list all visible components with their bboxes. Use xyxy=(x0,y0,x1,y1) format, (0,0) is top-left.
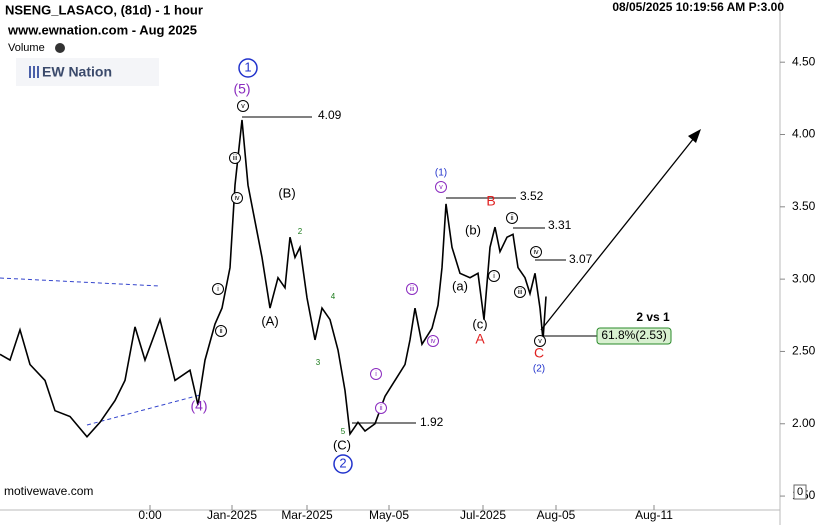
wave-label: 2 xyxy=(339,455,346,470)
wave-label: i xyxy=(375,371,377,378)
y-tick-label: 3.50 xyxy=(792,199,816,213)
wave-circle xyxy=(488,270,500,282)
logo-icon xyxy=(29,66,39,78)
wave-label: 3 xyxy=(316,358,321,367)
wave-label: iii xyxy=(410,286,415,293)
wave-circle xyxy=(375,402,387,414)
wave-label: (c) xyxy=(472,316,487,331)
wave-label: 2 xyxy=(298,227,303,236)
wave-circle xyxy=(534,335,546,347)
logo-text: EW Nation xyxy=(42,64,112,80)
y-tick-label: 2.50 xyxy=(792,344,816,358)
price-line xyxy=(0,119,547,439)
wave-label: 3.31 xyxy=(548,218,572,232)
wave-circle xyxy=(506,212,518,224)
wave-label: 61.8%(2.53) xyxy=(601,328,666,342)
wave-label: 3.52 xyxy=(520,189,544,203)
wave-circle xyxy=(231,192,243,204)
wave-label: iii xyxy=(518,289,523,296)
wave-circle xyxy=(212,283,224,295)
wave-label: (C) xyxy=(333,437,351,452)
x-tick-label: Mar-2025 xyxy=(281,508,333,522)
wave-label: ii xyxy=(379,405,383,412)
wave-circle xyxy=(238,58,258,78)
wave-label: v xyxy=(439,184,443,191)
wave-label: v xyxy=(241,103,245,110)
wave-circle xyxy=(229,152,241,164)
projection-arrow xyxy=(540,132,699,331)
y-tick-label: 2.00 xyxy=(792,416,816,430)
x-tick-label: Jul-2025 xyxy=(460,508,506,522)
x-tick-label: May-05 xyxy=(369,508,409,522)
wave-label: ii xyxy=(510,215,514,222)
wave-label: 1 xyxy=(244,59,251,74)
y-tick-label: 4.00 xyxy=(792,127,816,141)
wave-label: (b) xyxy=(465,222,481,237)
wave-label: iv xyxy=(430,338,436,345)
logo-box xyxy=(16,58,159,86)
wave-label: i xyxy=(493,273,495,280)
x-tick-label: Aug-11 xyxy=(635,508,673,522)
x-tick-label: Jan-2025 xyxy=(207,508,257,522)
trend-line xyxy=(86,394,201,426)
wave-circle xyxy=(237,100,249,112)
wave-label: iv xyxy=(533,249,539,256)
chart-title: NSENG_LASACO, (81d) - 1 hour xyxy=(5,2,203,17)
volume-box xyxy=(793,484,807,500)
wave-circle xyxy=(427,335,439,347)
wave-label: (A) xyxy=(261,313,278,328)
wave-label: (4) xyxy=(190,398,207,414)
level-lines xyxy=(242,116,597,424)
wave-label: 2 vs 1 xyxy=(636,310,670,324)
wave-label: iii xyxy=(233,155,238,162)
x-tick-label: 0:00 xyxy=(138,508,162,522)
wave-label: C xyxy=(534,345,544,361)
wave-circle xyxy=(370,368,382,380)
trend-line xyxy=(0,277,161,287)
x-tick-label: Aug-05 xyxy=(537,508,576,522)
wave-circle xyxy=(435,181,447,193)
wave-label: (1) xyxy=(435,168,447,179)
wave-circle xyxy=(530,246,542,258)
wave-circle xyxy=(215,325,227,337)
y-tick-label: 3.00 xyxy=(792,271,816,285)
wave-label: (B) xyxy=(278,185,295,200)
wave-circle xyxy=(514,286,526,298)
wave-label: (5) xyxy=(233,81,250,97)
wave-label: 5 xyxy=(341,427,346,436)
wave-label: iv xyxy=(234,195,240,202)
volume-label: Volume xyxy=(8,42,45,54)
wave-label: 1.92 xyxy=(420,415,444,429)
chart-subtitle: www.ewnation.com - Aug 2025 xyxy=(7,22,197,37)
fib-box xyxy=(596,327,672,345)
wave-label: (a) xyxy=(452,278,468,293)
timestamp: 08/05/2025 10:19:56 AM P:3.00 xyxy=(612,0,784,14)
wave-label: (2) xyxy=(533,364,545,375)
wave-label: A xyxy=(475,331,485,347)
wave-label: ii xyxy=(219,328,223,335)
arrow-head xyxy=(688,129,701,143)
wave-label: 4 xyxy=(331,292,336,301)
wave-label: 4.09 xyxy=(318,108,342,122)
wave-circle xyxy=(333,454,353,474)
wave-circle xyxy=(406,283,418,295)
watermark: motivewave.com xyxy=(4,484,93,498)
y-tick-label: 4.50 xyxy=(792,54,816,68)
wave-label: 3.07 xyxy=(569,252,593,266)
wave-label: 0 xyxy=(797,486,803,498)
gear-icon[interactable] xyxy=(55,43,65,53)
wave-label: v xyxy=(538,338,542,345)
wave-label: i xyxy=(217,286,219,293)
wave-label: B xyxy=(486,193,495,209)
